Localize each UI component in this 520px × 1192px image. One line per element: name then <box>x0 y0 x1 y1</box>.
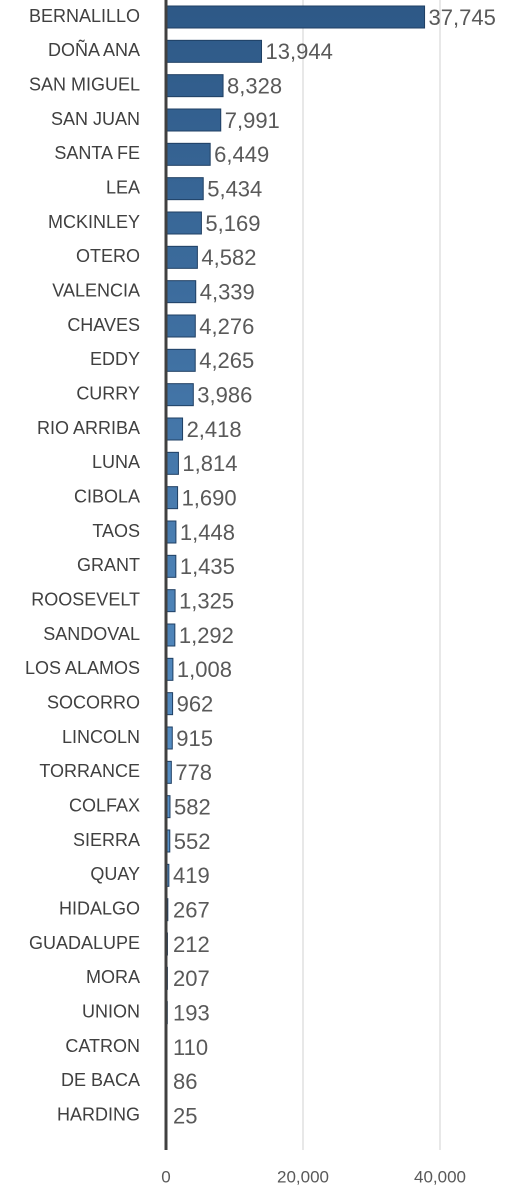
value-label: 86 <box>173 1069 197 1094</box>
value-label: 4,339 <box>200 279 255 304</box>
category-label: CIBOLA <box>74 486 140 506</box>
category-label: TAOS <box>92 521 140 541</box>
value-label: 6,449 <box>214 142 269 167</box>
x-tick-label: 40,000 <box>414 1167 466 1186</box>
category-label: SOCORRO <box>47 692 140 712</box>
value-label: 8,328 <box>227 73 282 98</box>
category-label: HIDALGO <box>59 898 140 918</box>
bar <box>165 280 197 304</box>
bar <box>165 108 222 132</box>
bar <box>165 486 179 510</box>
x-tick-label: 20,000 <box>277 1167 329 1186</box>
bar <box>165 417 184 441</box>
category-label: OTERO <box>76 246 140 266</box>
value-label: 13,944 <box>266 39 333 64</box>
category-label: SIERRA <box>73 830 140 850</box>
value-label: 419 <box>173 863 210 888</box>
value-label: 212 <box>173 932 210 957</box>
value-label: 1,690 <box>182 485 237 510</box>
category-label: DE BACA <box>61 1070 140 1090</box>
bar <box>165 451 179 475</box>
value-label: 207 <box>173 966 210 991</box>
category-label: DOÑA ANA <box>48 39 140 60</box>
category-label: EDDY <box>90 349 140 369</box>
category-label: SANDOVAL <box>43 624 140 644</box>
category-label: CURRY <box>76 383 140 403</box>
category-label: SAN JUAN <box>51 109 140 129</box>
bar <box>165 245 198 269</box>
category-label: SANTA FE <box>54 143 140 163</box>
category-label: ROOSEVELT <box>31 589 140 609</box>
value-label: 193 <box>173 1000 210 1025</box>
category-label: LINCOLN <box>62 727 140 747</box>
value-label: 1,325 <box>179 588 234 613</box>
bar <box>165 211 202 235</box>
category-label: QUAY <box>90 864 140 884</box>
value-label: 4,276 <box>199 314 254 339</box>
bar <box>165 348 196 372</box>
value-label: 110 <box>173 1035 208 1060</box>
value-label: 7,991 <box>225 108 280 133</box>
value-label: 5,434 <box>207 176 262 201</box>
bar <box>165 177 204 201</box>
category-label: RIO ARRIBA <box>37 418 140 438</box>
category-label: HARDING <box>57 1104 140 1124</box>
category-label: COLFAX <box>69 795 140 815</box>
bar <box>165 5 426 29</box>
category-label: GRANT <box>77 555 140 575</box>
value-label: 1,814 <box>182 451 237 476</box>
value-label: 3,986 <box>197 382 252 407</box>
value-label: 267 <box>173 897 210 922</box>
category-label: CHAVES <box>67 315 140 335</box>
category-label: UNION <box>82 1001 140 1021</box>
value-label: 4,265 <box>199 348 254 373</box>
x-tick-label: 0 <box>161 1167 170 1186</box>
value-label: 37,745 <box>429 5 496 30</box>
category-label: MORA <box>86 967 140 987</box>
bar <box>165 142 211 166</box>
category-label: VALENCIA <box>52 280 140 300</box>
bar <box>165 74 224 98</box>
value-label: 1,435 <box>180 554 235 579</box>
value-label: 1,448 <box>180 520 235 545</box>
value-label: 778 <box>175 760 212 785</box>
value-label: 1,292 <box>179 623 234 648</box>
value-label: 552 <box>174 829 211 854</box>
value-label: 962 <box>177 691 214 716</box>
value-label: 915 <box>176 726 213 751</box>
category-label: BERNALILLO <box>29 6 140 26</box>
value-label: 2,418 <box>187 417 242 442</box>
bar <box>165 314 196 338</box>
category-label: GUADALUPE <box>29 933 140 953</box>
category-label: LEA <box>106 177 140 197</box>
category-label: SAN MIGUEL <box>29 74 140 94</box>
category-label: CATRON <box>65 1036 140 1056</box>
value-label: 25 <box>173 1103 197 1128</box>
category-label: LUNA <box>92 452 140 472</box>
category-label: TORRANCE <box>39 761 140 781</box>
value-label: 5,169 <box>205 211 260 236</box>
value-label: 1,008 <box>177 657 232 682</box>
value-label: 4,582 <box>201 245 256 270</box>
category-label: MCKINLEY <box>48 212 140 232</box>
bar <box>165 383 194 407</box>
value-label: 582 <box>174 794 211 819</box>
bar <box>165 39 263 63</box>
category-label: LOS ALAMOS <box>25 658 140 678</box>
